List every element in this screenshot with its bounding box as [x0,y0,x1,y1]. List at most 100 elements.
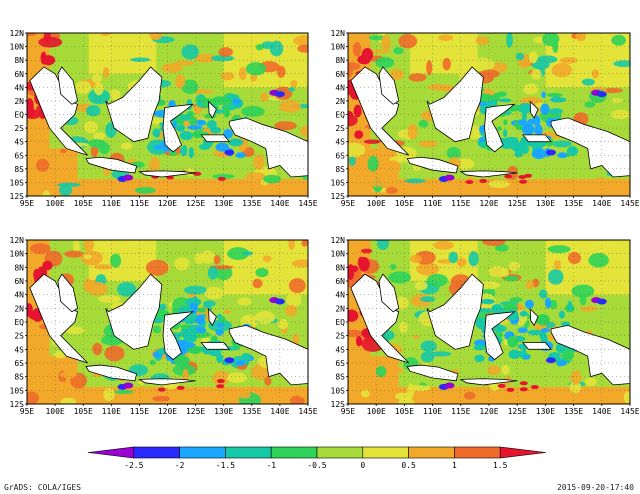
field-blob [245,172,266,181]
field-hotspot [557,152,568,159]
field-blob [544,297,552,309]
x-tick-label: 135E [242,199,261,208]
field-blob [216,353,224,363]
field-blob [541,91,546,98]
field-blob [216,379,225,384]
field-blob [390,367,405,373]
field-blob [278,318,289,330]
field-blob [27,303,33,317]
field-blob [285,304,298,317]
field-blob [174,257,190,271]
field-panel-4 [348,240,630,404]
field-blob [514,150,524,158]
field-blob [353,104,362,118]
field-blob [353,155,370,162]
field-blob [152,395,170,402]
field-blob [352,41,362,57]
y-tick-label: 4N [14,291,24,300]
field-blob [531,60,550,70]
field-blob [442,57,451,71]
field-blob [475,36,490,46]
field-blob [530,385,539,390]
field-blob [134,186,156,194]
colorbar-swatch [133,446,180,459]
field-blob [204,286,224,300]
field-blob [149,359,156,366]
field-blob [88,88,111,105]
y-tick-label: 4S [335,138,345,147]
land-mass [105,66,163,143]
colorbar-swatch [316,446,364,459]
field-blob [173,355,190,367]
field-panel-3 [27,240,308,404]
field-blob [152,325,162,334]
field-blob [27,33,37,37]
field-blob [197,307,207,313]
x-tick-label: 100E [367,407,386,416]
land-mass [57,273,79,313]
land-mass [200,134,231,143]
field-blob [385,160,401,174]
land-mass [529,100,539,119]
field-blob [95,47,118,61]
colorbar-swatch [87,446,135,459]
land-mass [378,273,400,313]
x-tick-label: 125E [508,199,527,208]
field-blob [290,80,298,88]
field-blob [568,252,582,264]
field-blob [348,142,366,158]
y-tick-label: 12S [331,192,346,201]
field-blob [202,181,227,196]
field-blob [471,57,495,72]
field-blob [567,300,573,311]
y-tick-label: EQ [14,111,24,120]
field-blob [120,142,133,150]
y-tick-label: 2S [14,124,24,133]
field-blob [360,248,373,254]
field-blob [242,251,254,256]
x-tick-label: 120E [479,407,498,416]
colorbar-swatch [179,446,226,459]
y-tick-label: 10N [331,43,346,52]
field-blob [103,388,115,402]
field-blob [601,87,624,94]
field-blob [552,140,572,148]
y-tick-label: 10N [10,43,25,52]
field-blob [519,179,528,184]
field-blob [181,44,199,60]
map-panel-1: 95E 100E 105E 110E 115E 120E 125E 130E 135E 140E 1… [10,29,318,208]
field-blob [548,269,564,285]
x-tick-label: 125E [186,407,205,416]
field-blob [94,264,112,270]
field-blob [420,180,443,190]
field-blob [35,158,50,172]
field-blob [210,335,218,341]
y-tick-label: 6S [335,359,345,368]
field-hotspot [224,149,235,156]
field-blob [188,146,194,159]
field-blob [83,254,92,260]
colorbar-tick-label: -2 [175,461,185,470]
field-blob [217,176,226,181]
field-blob [498,98,512,103]
field-blob [579,294,587,306]
field-blob [367,49,391,54]
land-mass [426,66,484,143]
x-tick-label: 135E [564,407,583,416]
field-blob [348,62,361,71]
field-blob [187,125,203,130]
field-blob [420,351,435,363]
field-blob [255,267,269,278]
x-tick-label: 145E [620,407,639,416]
y-tick-label: 4S [14,345,24,354]
field-blob [540,328,551,333]
field-blob [509,297,523,303]
field-blob [279,100,302,113]
field-blob [448,251,459,264]
field-blob [408,73,427,82]
field-blob [184,285,207,295]
land-mass [208,308,217,327]
y-tick-label: EQ [14,318,24,327]
field-blob [98,295,121,303]
